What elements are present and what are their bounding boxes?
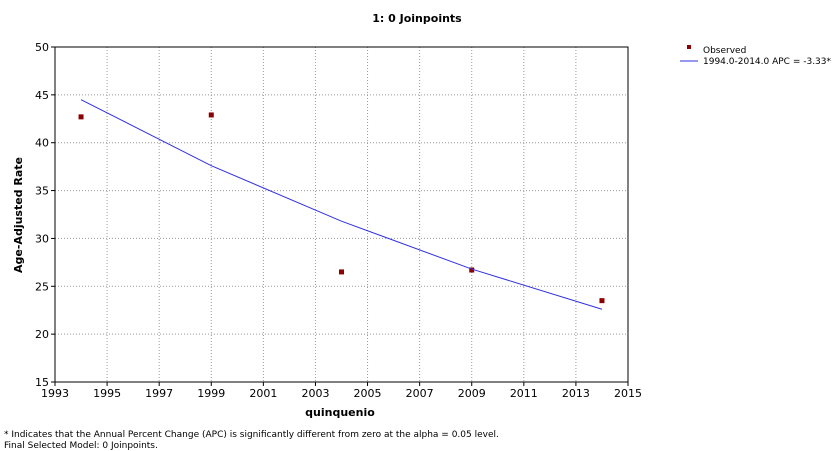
y-tick-label: 15 — [35, 376, 49, 389]
footnote: Final Selected Model: 0 Joinpoints. — [4, 441, 158, 451]
observed-point — [78, 114, 84, 120]
footnote: * Indicates that the Annual Percent Chan… — [4, 430, 499, 440]
x-tick-label: 2013 — [562, 387, 590, 400]
x-tick-label: 2015 — [614, 387, 642, 400]
legend-label: 1994.0-2014.0 APC = -3.33* — [703, 57, 832, 67]
y-tick-label: 40 — [35, 137, 49, 150]
x-tick-label: 2003 — [301, 387, 329, 400]
x-tick-label: 1993 — [41, 387, 69, 400]
y-tick-label: 50 — [35, 41, 49, 54]
observed-point — [469, 267, 475, 273]
plot-area — [55, 47, 628, 382]
y-tick-label: 20 — [35, 328, 49, 341]
x-tick-label: 1997 — [145, 387, 173, 400]
y-tick-label: 35 — [35, 185, 49, 198]
x-axis-label: quinquenio — [305, 406, 375, 419]
legend-swatch — [687, 45, 691, 49]
x-tick-label: 2007 — [406, 387, 434, 400]
x-tick-label: 1999 — [197, 387, 225, 400]
observed-point — [208, 112, 214, 118]
observed-point — [599, 298, 605, 304]
x-tick-label: 2011 — [510, 387, 538, 400]
x-tick-label: 2005 — [354, 387, 382, 400]
x-tick-label: 1995 — [93, 387, 121, 400]
legend-label: Observed — [703, 46, 746, 56]
observed-point — [339, 269, 344, 275]
y-tick-label: 25 — [35, 280, 49, 293]
plot-frame — [54, 46, 629, 383]
chart-title: 1: 0 Joinpoints — [372, 12, 462, 25]
x-tick-label: 2001 — [249, 387, 277, 400]
y-tick-label: 45 — [35, 89, 49, 102]
fit-line — [80, 99, 603, 310]
y-tick-label: 30 — [35, 232, 49, 245]
y-axis-label: Age-Adjusted Rate — [12, 157, 25, 273]
x-tick-label: 2009 — [458, 387, 486, 400]
